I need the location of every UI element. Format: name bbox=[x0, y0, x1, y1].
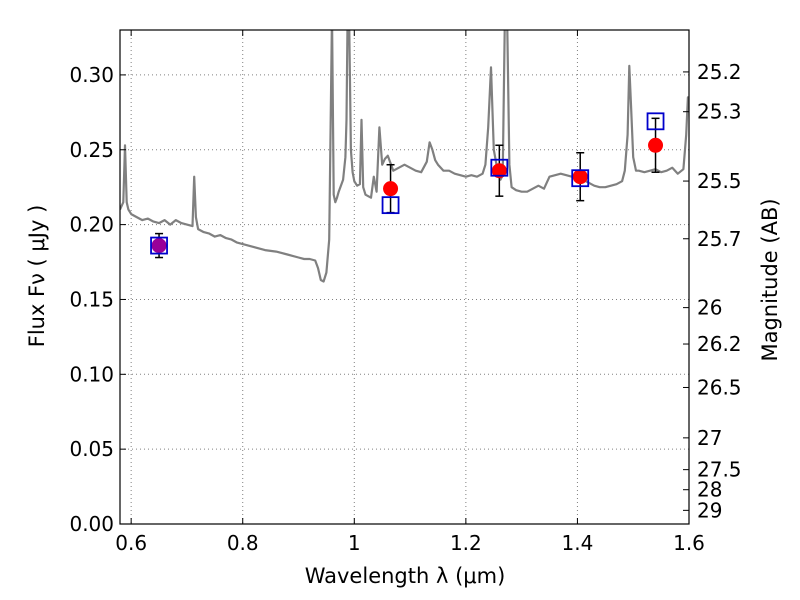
y-tick-label: 0.25 bbox=[69, 138, 114, 162]
x-tick-label: 1.4 bbox=[562, 531, 594, 555]
x-tick-label: 1.6 bbox=[673, 531, 705, 555]
model-point bbox=[490, 158, 509, 177]
x-tick-label: 1 bbox=[348, 531, 361, 555]
model-point bbox=[571, 169, 590, 188]
model-point bbox=[150, 236, 168, 255]
magnitude-tick-label: 29 bbox=[697, 498, 722, 522]
x-axis-label: Wavelength λ (μm) bbox=[305, 564, 506, 588]
x-tick-label: 0.8 bbox=[227, 531, 259, 555]
y-axis-label: Flux Fν ( μJy ) bbox=[25, 205, 49, 348]
y-tick-label: 0.15 bbox=[69, 287, 114, 311]
y-tick-label: 0.05 bbox=[69, 437, 114, 461]
magnitude-tick-label: 25.2 bbox=[697, 60, 742, 84]
observed-point bbox=[648, 137, 664, 153]
magnitude-tick-label: 26.5 bbox=[697, 375, 742, 399]
y-tick-label: 0.10 bbox=[69, 362, 114, 386]
magnitude-tick-label: 26.2 bbox=[697, 332, 742, 356]
magnitude-tick-label: 27.5 bbox=[697, 458, 742, 482]
model-point bbox=[646, 112, 665, 131]
x-tick-label: 1.2 bbox=[450, 531, 482, 555]
observed-point bbox=[491, 163, 507, 179]
spectrum-line bbox=[120, 30, 689, 283]
y-tick-label: 0.20 bbox=[69, 213, 114, 237]
data-points-layer bbox=[150, 112, 665, 259]
magnitude-tick-label: 25.5 bbox=[697, 169, 742, 193]
magnitude-tick-label: 27 bbox=[697, 426, 722, 450]
magnitude-tick-label: 28 bbox=[697, 478, 722, 502]
observed-point bbox=[572, 169, 588, 185]
observed-point bbox=[151, 238, 167, 254]
y-tick-label: 0.30 bbox=[69, 63, 114, 87]
axes-layer: 0.6 0.8 1 1.2 1.4 1.6 0.00 0.05 0.10 0.15 0.20 0.25… bbox=[69, 29, 742, 555]
spectrum-layer bbox=[120, 30, 689, 283]
grid-lines bbox=[120, 30, 690, 525]
observed-point bbox=[383, 181, 399, 197]
magnitude-tick-label: 25.3 bbox=[697, 100, 742, 124]
magnitude-tick-label: 25.7 bbox=[697, 227, 742, 251]
model-point bbox=[381, 196, 400, 215]
magnitude-axis-label: Magnitude (AB) bbox=[758, 198, 782, 361]
magnitude-tick-label: 26 bbox=[697, 296, 722, 320]
y-tick-label: 0.00 bbox=[69, 512, 114, 536]
plot-frame bbox=[119, 29, 690, 525]
x-tick-label: 0.6 bbox=[115, 531, 147, 555]
